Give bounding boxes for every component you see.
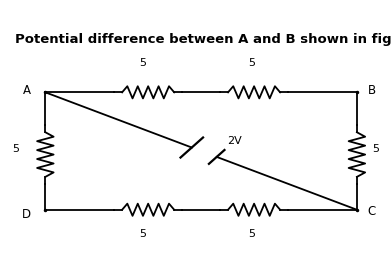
Text: A: A xyxy=(23,84,30,97)
Text: 5: 5 xyxy=(12,144,19,154)
Text: C: C xyxy=(368,205,376,219)
Text: 5: 5 xyxy=(248,229,255,239)
Text: 5: 5 xyxy=(372,144,379,154)
Text: D: D xyxy=(22,208,31,221)
Text: B: B xyxy=(368,84,376,97)
Text: 5: 5 xyxy=(140,229,147,239)
Text: 2V: 2V xyxy=(228,136,242,146)
Text: 5: 5 xyxy=(140,58,147,68)
Text: 5: 5 xyxy=(248,58,255,68)
Text: Potential difference between A and B shown in figure: Potential difference between A and B sho… xyxy=(15,32,391,46)
